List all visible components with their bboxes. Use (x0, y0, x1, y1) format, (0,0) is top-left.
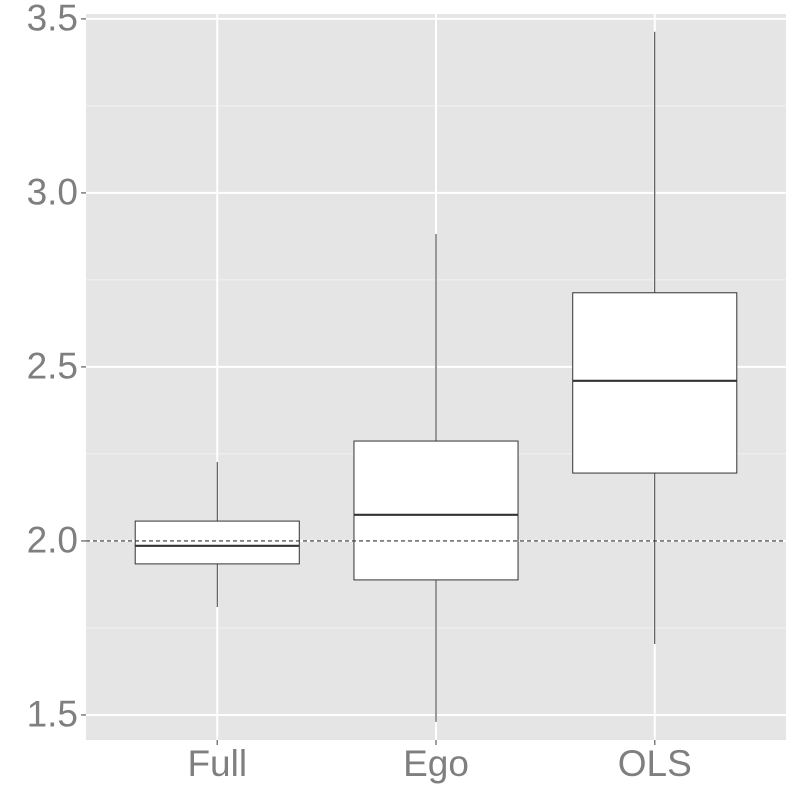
x-tick-label: Full (187, 743, 247, 784)
y-tick-label: 3.0 (27, 172, 78, 213)
y-tick-label: 2.0 (27, 520, 78, 561)
x-tick-label: OLS (618, 743, 692, 784)
y-tick-label: 3.5 (27, 0, 78, 39)
box (134, 520, 300, 565)
box (572, 292, 738, 474)
x-tick-label: Ego (403, 743, 469, 784)
y-tick-label: 1.5 (27, 694, 78, 735)
y-tick-label: 2.5 (27, 346, 78, 387)
box (353, 440, 519, 581)
